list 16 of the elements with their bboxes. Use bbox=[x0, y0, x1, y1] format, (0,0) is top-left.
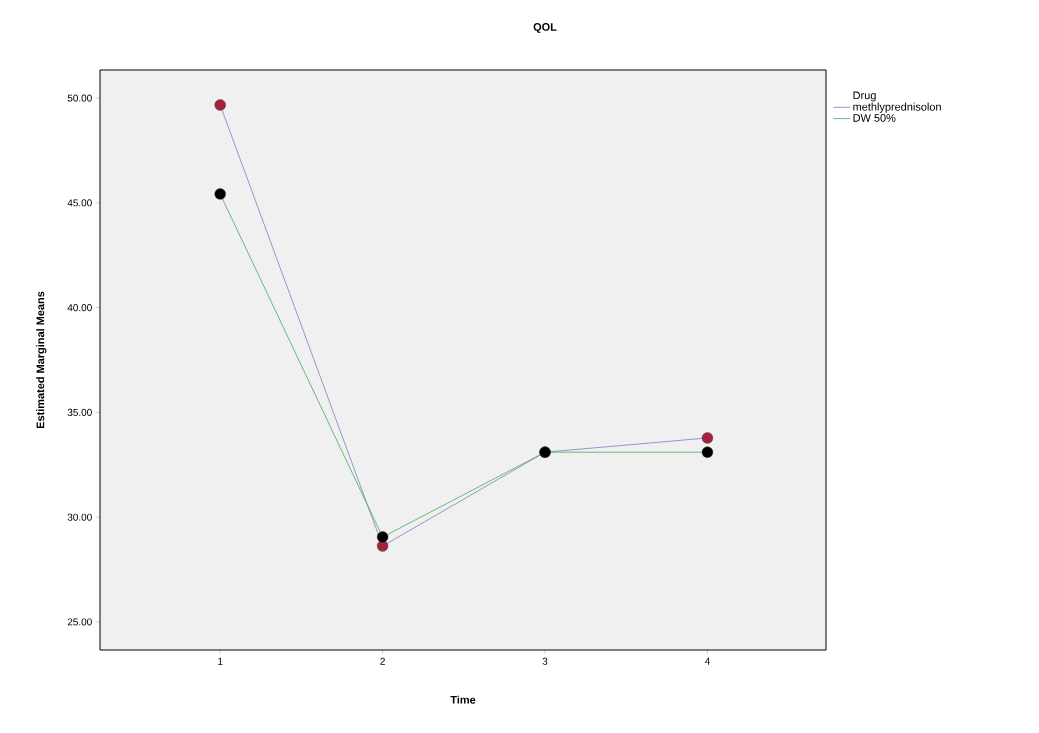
y-tick-label: 35.00 bbox=[67, 408, 92, 416]
chart-title: QOL bbox=[533, 23, 557, 33]
x-axis-title: Time bbox=[450, 695, 476, 704]
x-tick-label: 1 bbox=[218, 657, 223, 665]
y-tick-label: 50.00 bbox=[67, 94, 92, 102]
legend-title: Drug bbox=[853, 91, 876, 102]
legend-label: methlyprednisolon bbox=[853, 102, 941, 113]
y-tick-label: 30.00 bbox=[67, 513, 92, 521]
x-tick-label: 3 bbox=[542, 657, 548, 665]
legend-label: DW 50% bbox=[853, 114, 896, 122]
y-tick-label: 45.00 bbox=[67, 199, 92, 207]
y-axis-title: Estimated Marginal Means bbox=[36, 291, 47, 429]
x-tick-label: 4 bbox=[704, 657, 710, 665]
y-tick-label: 25.00 bbox=[67, 618, 92, 626]
x-tick-label: 2 bbox=[380, 657, 385, 665]
y-tick-label: 40.00 bbox=[67, 304, 92, 312]
